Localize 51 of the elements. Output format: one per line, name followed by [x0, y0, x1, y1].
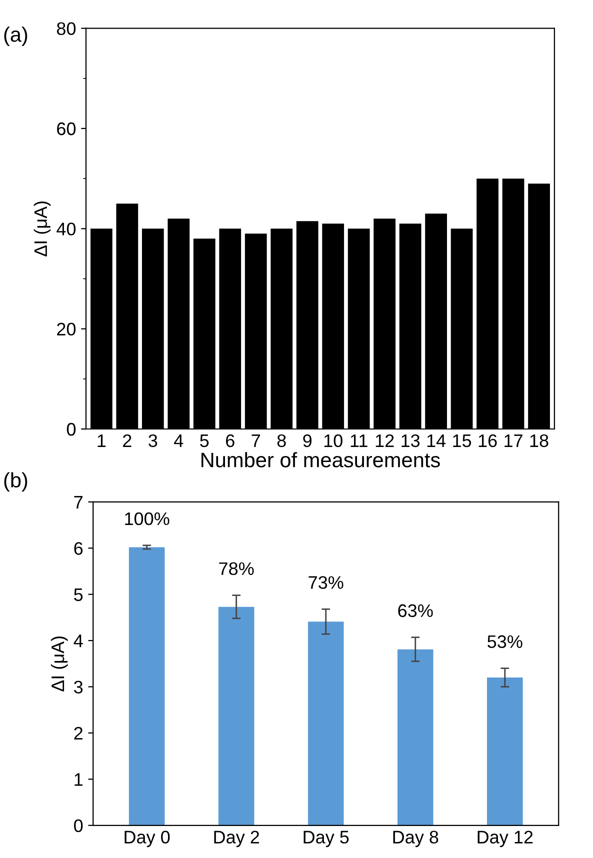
y-tick-label: 20 — [57, 322, 76, 336]
x-tick-label: 8 — [277, 434, 286, 448]
x-tick-label: Day 5 — [304, 830, 349, 848]
x-axis-title: Number of measurements — [202, 452, 440, 468]
text: (b) — [4, 472, 28, 492]
x-tick-label: 5 — [200, 434, 209, 448]
y-tick-label: 40 — [56, 222, 76, 236]
x-tick-label: 16 — [478, 434, 497, 448]
y-tick-label: 0 — [66, 422, 76, 436]
annotation: 73% — [308, 576, 344, 589]
x-tick-label: Day 2 — [214, 830, 260, 848]
y-axis-title: ΔI (μA) — [50, 636, 68, 692]
x-tick-label: 3 — [148, 434, 158, 448]
y-tick-label: 3 — [74, 680, 83, 694]
x-tick-label: 13 — [402, 434, 420, 448]
y-tick-label: 80 — [56, 22, 76, 36]
x-tick-label: 1 — [98, 434, 106, 447]
y-axis-title: ΔI (μA) — [34, 201, 51, 256]
x-tick-label: Day 0 — [124, 830, 170, 848]
x-tick-label: Day 12 — [478, 830, 533, 848]
annotation: 53% — [488, 635, 522, 648]
y-tick-label: 2 — [74, 726, 82, 740]
x-tick-label: 11 — [350, 434, 368, 447]
x-tick-label: 17 — [504, 434, 522, 447]
y-tick-label: 7 — [74, 496, 82, 508]
x-tick-label: 14 — [427, 434, 446, 447]
x-tick-label: 4 — [174, 434, 184, 447]
bar — [128, 547, 165, 826]
y-tick-label: 0 — [74, 819, 83, 832]
y-tick-label: 1 — [74, 773, 82, 786]
annotation: 63% — [398, 604, 433, 618]
x-tick-label: 2 — [123, 434, 132, 447]
x-tick-label: 7 — [252, 434, 260, 447]
text: (a) — [4, 26, 28, 46]
x-tick-label: 10 — [324, 434, 342, 448]
x-tick-label: 9 — [303, 434, 312, 448]
bar — [308, 622, 344, 826]
x-tick-label: 15 — [453, 434, 472, 448]
annotation: 78% — [219, 562, 254, 576]
bar — [486, 678, 523, 826]
y-tick-label: 60 — [57, 122, 76, 136]
x-tick-label: 18 — [530, 434, 548, 448]
y-tick-label: 4 — [74, 634, 83, 648]
bar — [218, 606, 254, 826]
y-tick-label: 5 — [74, 588, 83, 602]
y-tick-label: 6 — [74, 542, 83, 555]
x-tick-label: 12 — [376, 434, 394, 447]
annotation: 100% — [125, 512, 170, 526]
x-tick-label: 6 — [226, 434, 234, 448]
x-tick-label: Day 8 — [393, 830, 438, 848]
bar — [397, 649, 434, 826]
